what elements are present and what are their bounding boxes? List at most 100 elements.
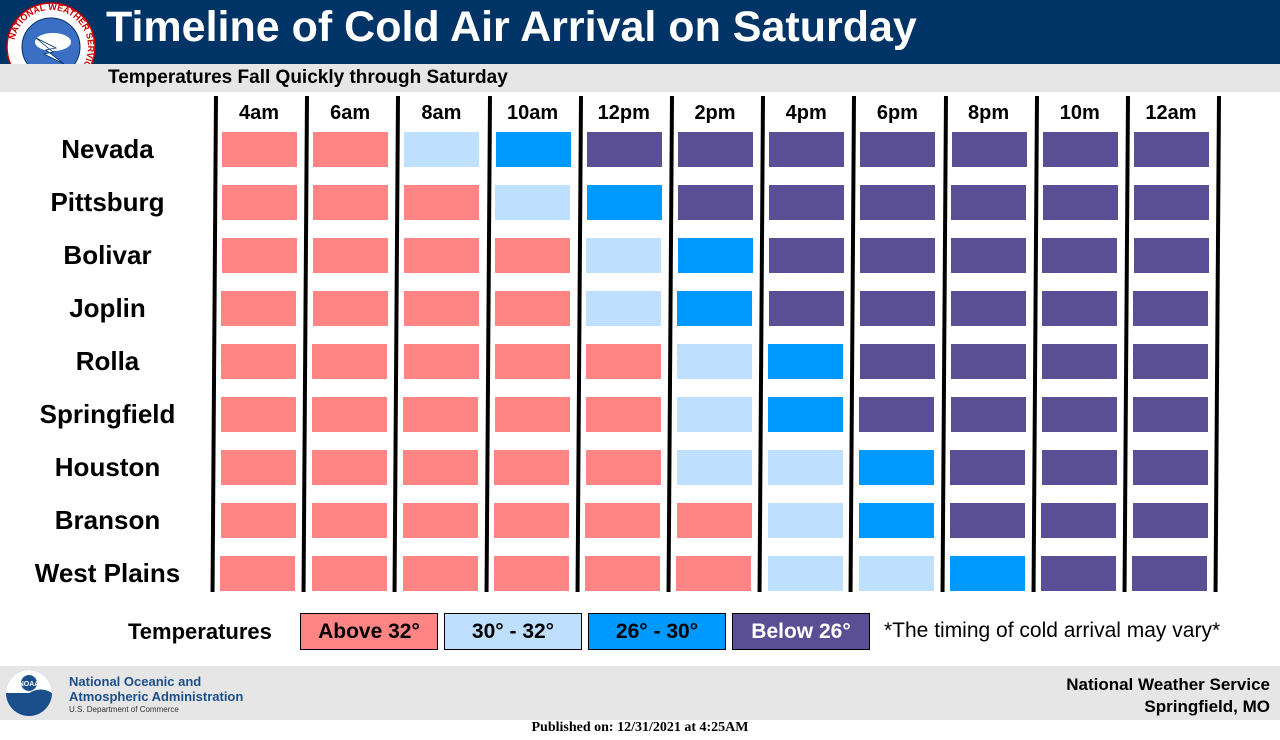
temperature-cell (1042, 238, 1118, 273)
temperature-cell (859, 503, 934, 538)
temperature-cell (221, 344, 297, 379)
temperature-cell (312, 238, 388, 273)
office-name: National Weather Service Springfield, MO (1066, 675, 1270, 716)
temperature-cell (495, 291, 570, 326)
temperature-cell (860, 132, 936, 167)
temperature-cell (768, 397, 844, 432)
column-divider (940, 95, 948, 593)
temperature-cell (859, 397, 935, 432)
published-date: Published on: 12/31/2021 at 4:25AM (531, 720, 749, 735)
temperature-cell (676, 556, 752, 591)
temperature-cell (495, 238, 571, 273)
time-label: 4am (238, 102, 280, 124)
temperature-cell (586, 344, 661, 379)
temperature-cell (768, 344, 844, 379)
temperature-cell (1132, 503, 1208, 538)
noaa-logo-icon: NOAA (6, 670, 52, 716)
location-label: Pittsburg (50, 187, 165, 217)
temperature-cell (312, 397, 388, 432)
temperature-cell (860, 185, 936, 220)
temperature-cell (312, 450, 387, 485)
column-divider (392, 95, 401, 593)
location-label: Bolivar (63, 240, 152, 270)
temperature-cell (311, 503, 387, 538)
location-label: Nevada (61, 134, 154, 164)
svg-text:NOAA: NOAA (19, 681, 40, 688)
column-divider (575, 95, 583, 593)
temperature-cell (678, 132, 753, 167)
temperature-cell (1133, 238, 1209, 273)
temperature-cell (585, 503, 661, 538)
temperature-cell (1132, 450, 1208, 485)
time-label: 10am (507, 102, 559, 124)
temperature-cell (951, 132, 1027, 167)
location-label: Houston (54, 452, 161, 482)
temperature-cell (221, 185, 297, 220)
temperature-cell (494, 397, 570, 432)
temperature-cell (1133, 397, 1208, 432)
temperature-cell (1041, 397, 1117, 432)
temperature-cell (769, 185, 844, 220)
temperature-cell (1042, 344, 1117, 379)
location-label: Springfield (39, 399, 176, 429)
subtitle-bar: Temperatures Fall Quickly through Saturd… (0, 64, 1280, 92)
temperature-cell (677, 397, 752, 432)
temperature-cell (403, 397, 479, 432)
temperature-cell (1133, 185, 1209, 220)
temperature-cell (767, 556, 843, 591)
temperature-cell (677, 238, 753, 273)
location-label: Rolla (75, 346, 140, 376)
temperature-cell (767, 503, 843, 538)
temperature-cell (404, 132, 480, 167)
temperature-cell (312, 291, 388, 326)
temperature-cell (404, 185, 480, 220)
noaa-department: U.S. Department of Commerce (69, 705, 179, 714)
temperature-cell (221, 238, 297, 273)
temperature-cell (1042, 132, 1118, 167)
temperature-cell (676, 450, 752, 485)
temperature-cell (221, 397, 296, 432)
temperature-cell (494, 503, 570, 538)
temperature-cell (950, 503, 1026, 538)
time-label: 12am (1145, 102, 1197, 124)
temperature-cell (586, 132, 662, 167)
time-label: 6am (330, 102, 371, 124)
temperature-cell (950, 450, 1026, 485)
temperature-cell (313, 185, 388, 220)
temperature-cell (950, 397, 1026, 432)
location-label: Joplin (69, 293, 146, 323)
temperature-cell (586, 238, 662, 273)
temperature-cell (1041, 503, 1117, 538)
temperature-cell (1041, 450, 1117, 485)
temperature-cell (222, 132, 297, 167)
legend-note: *The timing of cold arrival may vary* (884, 619, 1221, 642)
temperature-cell (677, 344, 753, 379)
temperature-cell (1134, 132, 1209, 167)
temperature-cell (585, 556, 661, 591)
legend-title: Temperatures (128, 619, 272, 644)
cold-air-timeline-chart: 4am 6am 8am 10am 12pm 2pm 4pm 6pm 8pm 10m 12am Neva… (0, 92, 1280, 602)
temperature-cell (586, 185, 662, 220)
temperature-cell (403, 450, 479, 485)
temperature-cell (313, 132, 389, 167)
temperature-cell (585, 450, 661, 485)
temperature-cell (859, 344, 935, 379)
temperature-cell (859, 291, 935, 326)
temperature-cell (768, 450, 843, 485)
page-subtitle: Temperatures Fall Quickly through Saturd… (108, 67, 508, 88)
temperature-cell (585, 397, 661, 432)
temperature-cell (677, 185, 753, 220)
column-divider (1213, 95, 1222, 593)
temperature-cell (860, 238, 935, 273)
temperature-cell (494, 556, 569, 591)
temperature-cell (676, 503, 752, 538)
temperature-cell (495, 185, 571, 220)
temperature-cell (403, 344, 479, 379)
temperature-cell (311, 556, 387, 591)
column-divider (1122, 95, 1130, 593)
temperature-cell (1133, 291, 1209, 326)
time-label: 12pm (597, 102, 650, 124)
column-divider (301, 95, 310, 593)
time-label: 8pm (968, 102, 1010, 124)
legend-above-32: Above 32° (300, 613, 438, 650)
